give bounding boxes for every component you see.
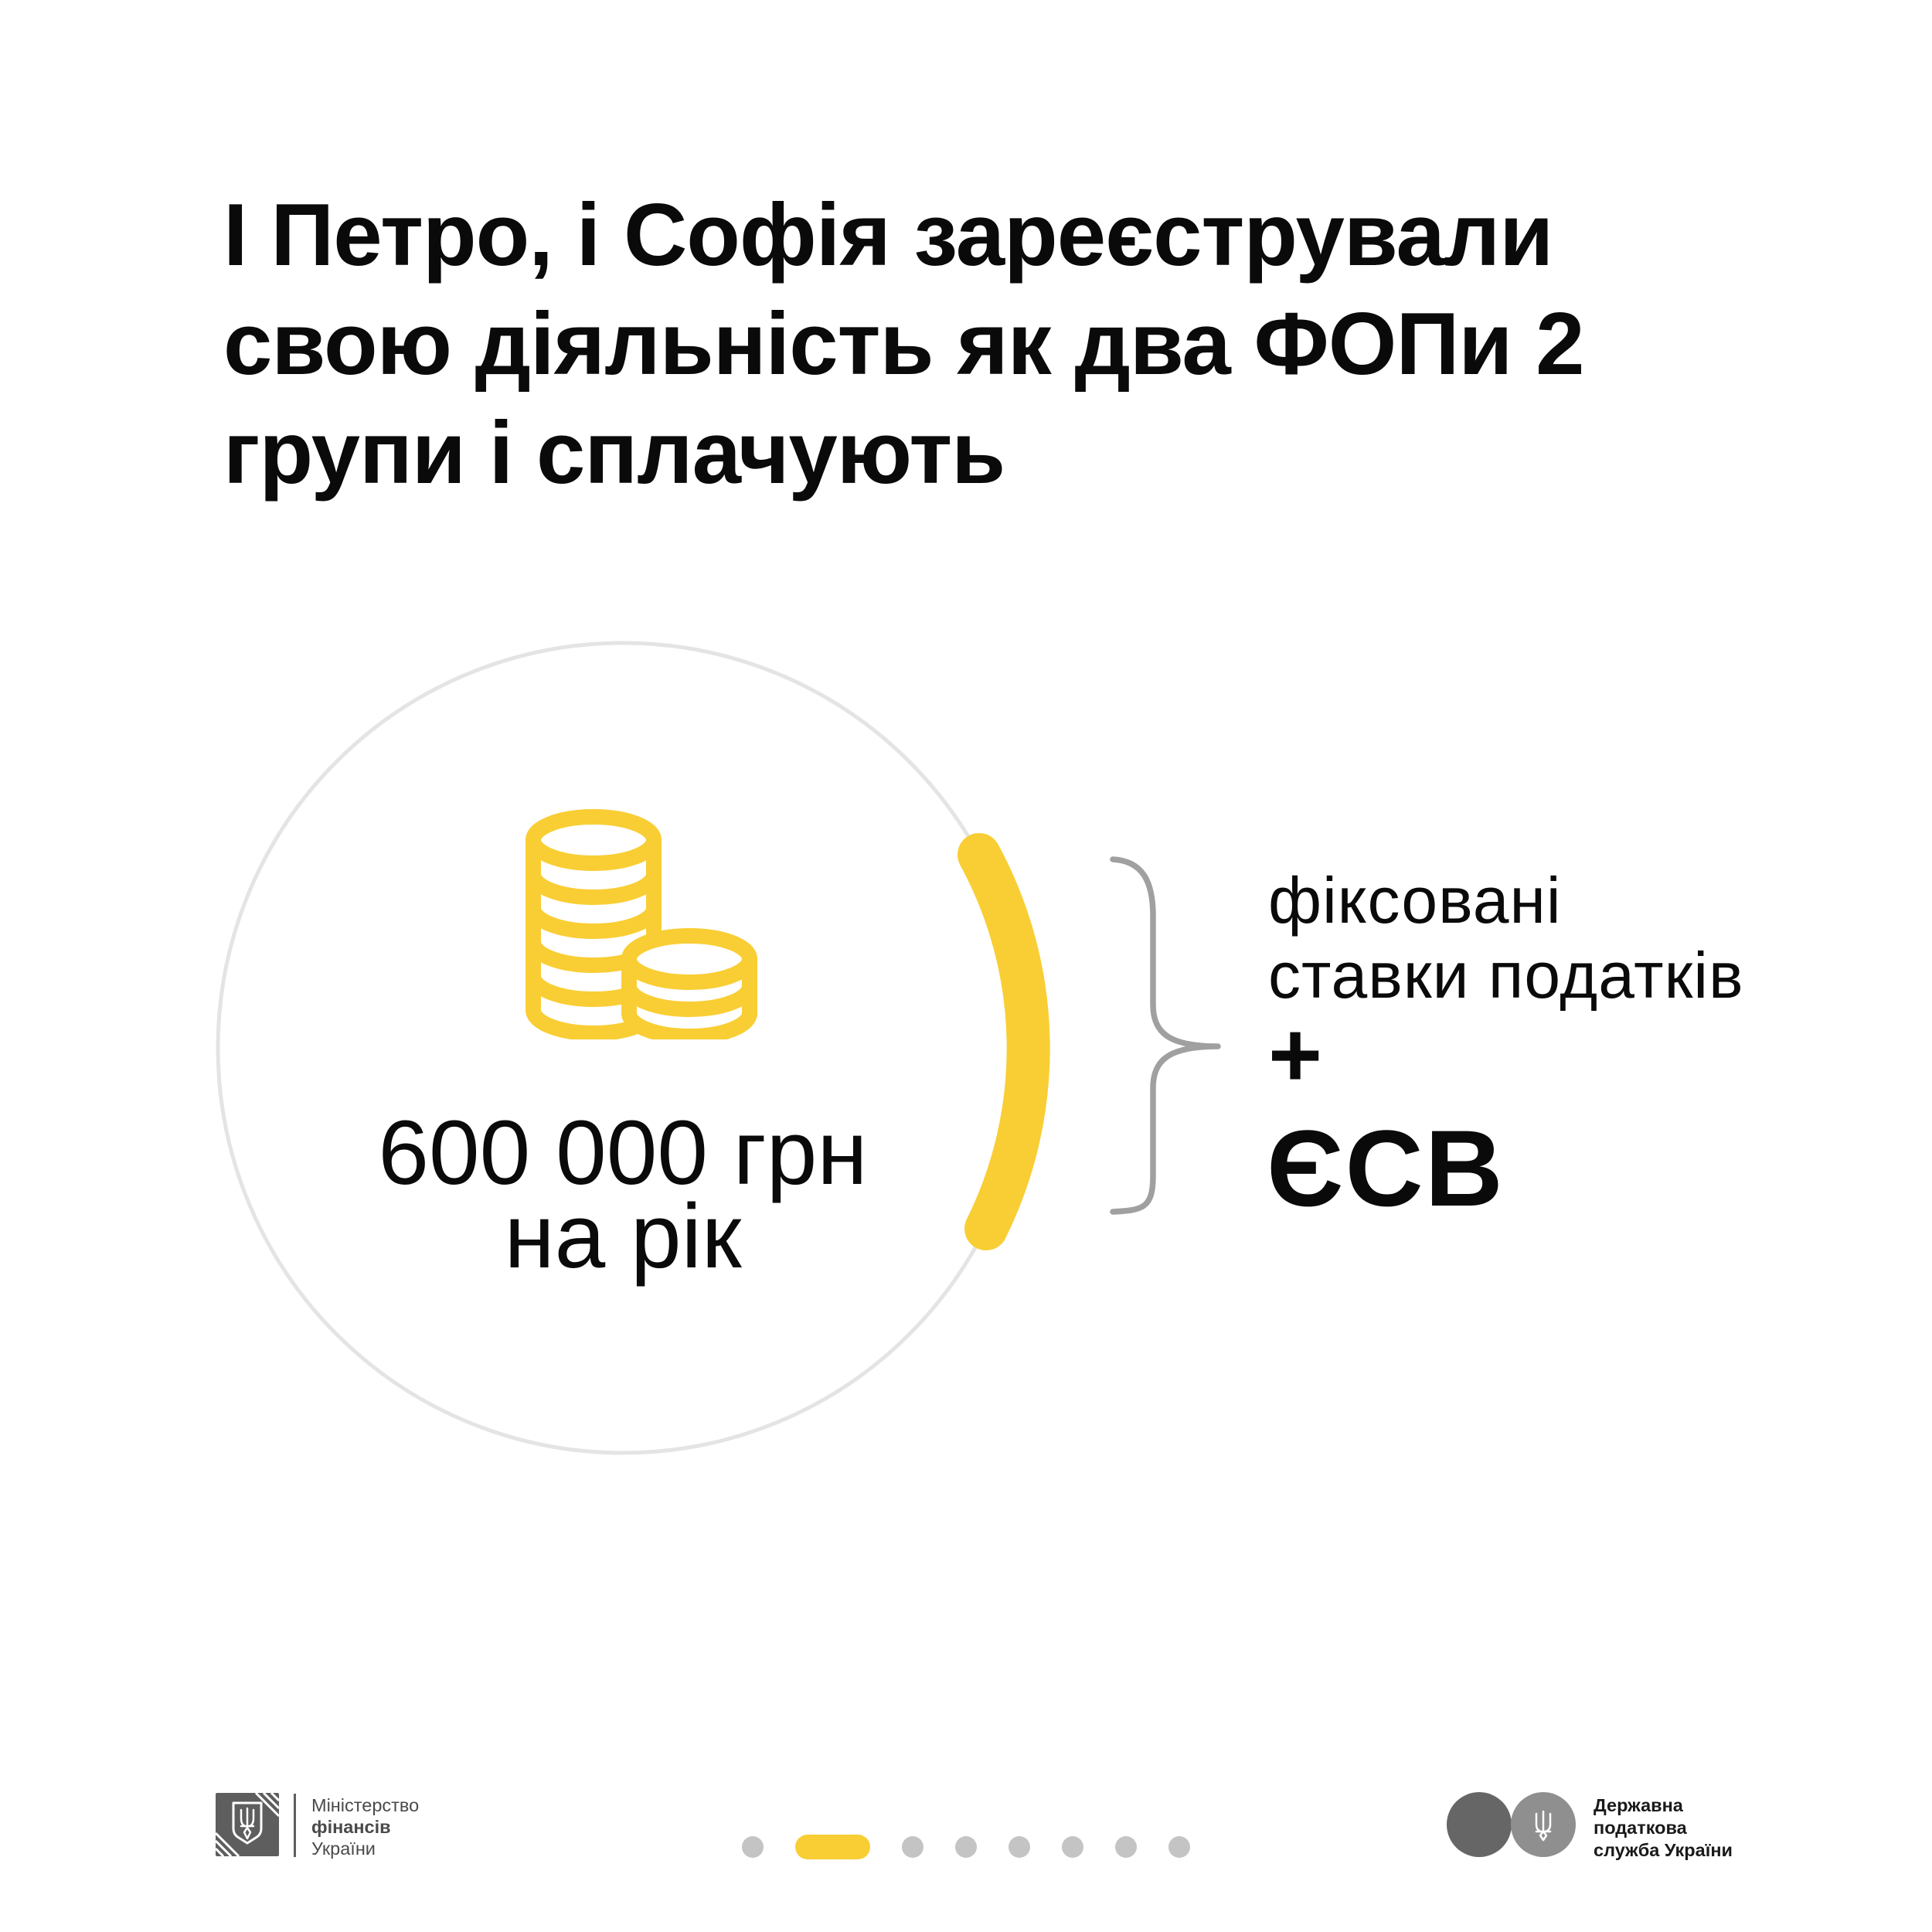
trident-circles-icon xyxy=(1447,1792,1576,1857)
page-title-line-3: групи і сплачують xyxy=(223,404,1005,502)
pagination-dot[interactable] xyxy=(902,1836,923,1858)
page-title: І Петро, і Софія зареєстрували свою діял… xyxy=(223,181,1862,508)
pagination xyxy=(742,1835,1190,1859)
minfin-name-line-3: України xyxy=(311,1838,376,1859)
curly-brace-icon xyxy=(1110,856,1221,1215)
coin-stack-icon xyxy=(526,809,757,1039)
pagination-dot[interactable] xyxy=(1115,1836,1137,1858)
income-amount: 600 000 грн на рік xyxy=(236,1102,1009,1287)
page-title-line-1: І Петро, і Софія зареєстрували xyxy=(223,186,1553,284)
minfin-name-line-1: Міністерство xyxy=(311,1795,420,1815)
pagination-dot[interactable] xyxy=(1168,1836,1190,1858)
esv-label: ЄСВ xyxy=(1267,1107,1505,1229)
tax-name-line-3: служба України xyxy=(1594,1840,1733,1860)
tax-name-line-1: Державна xyxy=(1594,1795,1683,1815)
minfin-logo-text: Міністерство фінансів України xyxy=(311,1794,419,1859)
income-circle-outline xyxy=(216,641,1030,1455)
pagination-dot[interactable] xyxy=(1009,1836,1030,1858)
pagination-active-pill[interactable] xyxy=(795,1835,870,1859)
minfin-name-line-2: фінансів xyxy=(311,1817,391,1837)
pagination-dot[interactable] xyxy=(742,1836,764,1858)
pagination-dot[interactable] xyxy=(1062,1836,1083,1858)
trident-shield-icon xyxy=(216,1793,279,1856)
payments-description: фіксовані ставки податків xyxy=(1268,863,1932,1013)
payments-line-1: фіксовані xyxy=(1268,864,1562,937)
page-title-line-2: свою діяльність як два ФОПи 2 xyxy=(223,295,1585,393)
payments-line-2: ставки податків xyxy=(1268,939,1744,1012)
pagination-dot[interactable] xyxy=(955,1836,977,1858)
plus-sign: + xyxy=(1268,1003,1323,1107)
income-amount-value: 600 000 грн xyxy=(378,1102,868,1204)
tax-service-logo-text: Державна податкова служба України xyxy=(1594,1794,1733,1862)
tax-name-line-2: податкова xyxy=(1594,1818,1687,1838)
income-amount-period: на рік xyxy=(504,1185,742,1287)
logo-divider xyxy=(294,1794,296,1857)
